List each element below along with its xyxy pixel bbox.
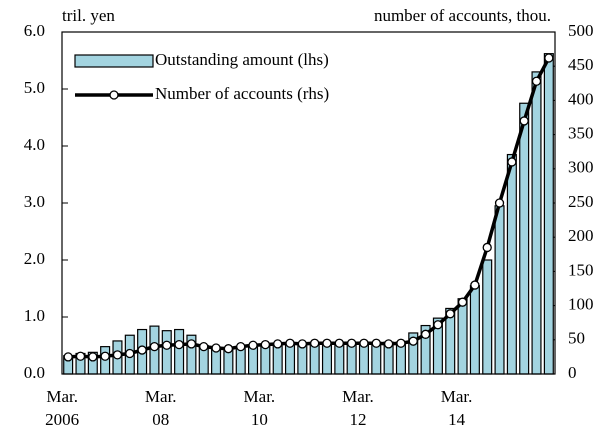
y2-tick-label: 500 xyxy=(568,21,594,40)
y2-tick-label: 250 xyxy=(568,192,594,211)
line-marker xyxy=(408,336,418,346)
bar xyxy=(297,343,308,375)
y2-tick-label: 150 xyxy=(568,260,594,279)
line-marker xyxy=(531,76,542,86)
line-marker xyxy=(396,338,406,348)
line-marker xyxy=(236,341,246,352)
bar xyxy=(161,330,172,375)
bar xyxy=(531,71,542,375)
bar xyxy=(519,102,530,375)
y-tick-label: 4.0 xyxy=(24,135,45,154)
y2-tick-label: 450 xyxy=(568,55,594,74)
y2-tick-label: 50 xyxy=(568,329,585,348)
x-tick-label: Mar. 12 xyxy=(342,387,374,429)
line-marker xyxy=(285,338,295,348)
line-marker xyxy=(100,351,110,361)
legend-label: Number of accounts (rhs) xyxy=(155,84,329,103)
line-marker xyxy=(371,338,381,348)
y-tick-label: 1.0 xyxy=(24,306,45,325)
line-marker xyxy=(494,198,505,208)
y-tick-label: 0.0 xyxy=(24,363,45,382)
y2-tick-label: 300 xyxy=(568,158,594,177)
plot-frame xyxy=(61,31,556,375)
line-marker xyxy=(310,338,320,348)
y2-tick-label: 400 xyxy=(568,89,594,108)
bar xyxy=(248,346,259,375)
bar xyxy=(321,343,333,375)
bar xyxy=(211,348,222,375)
line-marker xyxy=(223,344,234,354)
line-marker xyxy=(383,339,394,349)
line-marker xyxy=(507,157,517,167)
line-marker xyxy=(470,280,480,290)
line-marker xyxy=(359,338,369,348)
bar xyxy=(284,343,296,375)
line-marker xyxy=(273,339,283,349)
bar xyxy=(235,347,246,375)
y-tick-label: 6.0 xyxy=(24,21,45,40)
line-marker xyxy=(322,338,332,348)
line-marker xyxy=(457,297,468,307)
line-marker xyxy=(482,242,492,253)
line-marker xyxy=(149,341,160,352)
y-tick-label: 2.0 xyxy=(24,249,45,268)
x-tick-label: Mar. 08 xyxy=(144,387,177,429)
y2-tick-label: 100 xyxy=(568,295,594,314)
line-marker xyxy=(137,345,147,355)
line-marker xyxy=(211,343,221,353)
bar xyxy=(494,205,505,375)
y-tick-label: 3.0 xyxy=(24,192,45,211)
x-tick-label: Mar. 14 xyxy=(440,387,473,429)
right-axis-unit: number of accounts, thou. xyxy=(374,6,551,25)
line-marker xyxy=(544,53,554,63)
line-marker xyxy=(445,309,455,319)
line xyxy=(68,57,551,359)
line-marker xyxy=(248,340,258,350)
line-marker xyxy=(334,338,344,348)
line-marker xyxy=(420,329,431,339)
bar xyxy=(260,346,271,375)
legend-label: Outstanding amount (lhs) xyxy=(155,50,329,69)
legend-marker xyxy=(109,90,119,100)
line-marker xyxy=(63,352,73,362)
x-tick-label: Mar. 2006 xyxy=(45,387,80,429)
bar xyxy=(469,285,480,375)
bar xyxy=(506,153,517,375)
x-tick-label: Mar. 10 xyxy=(243,387,276,429)
left-axis-unit: tril. yen xyxy=(62,6,115,25)
line-marker xyxy=(346,338,357,348)
line-marker xyxy=(125,348,135,359)
line-marker xyxy=(186,339,197,349)
line-marker xyxy=(162,340,172,350)
bar xyxy=(174,328,185,375)
y2-tick-label: 0 xyxy=(568,363,577,382)
line-marker xyxy=(433,320,443,330)
bar xyxy=(272,344,283,375)
y2-tick-label: 200 xyxy=(568,226,594,245)
line-marker xyxy=(260,339,271,350)
line-marker xyxy=(297,339,307,349)
line-marker xyxy=(112,350,123,360)
y-tick-label: 5.0 xyxy=(24,78,45,97)
y2-tick-label: 350 xyxy=(568,124,594,143)
line-marker xyxy=(75,351,86,361)
line-marker xyxy=(199,341,209,352)
line-marker xyxy=(88,352,98,362)
bar xyxy=(457,298,468,375)
line-marker xyxy=(519,116,529,126)
bar xyxy=(543,53,554,375)
line-marker xyxy=(174,339,184,350)
legend-swatch xyxy=(74,54,154,68)
bar xyxy=(482,259,493,375)
